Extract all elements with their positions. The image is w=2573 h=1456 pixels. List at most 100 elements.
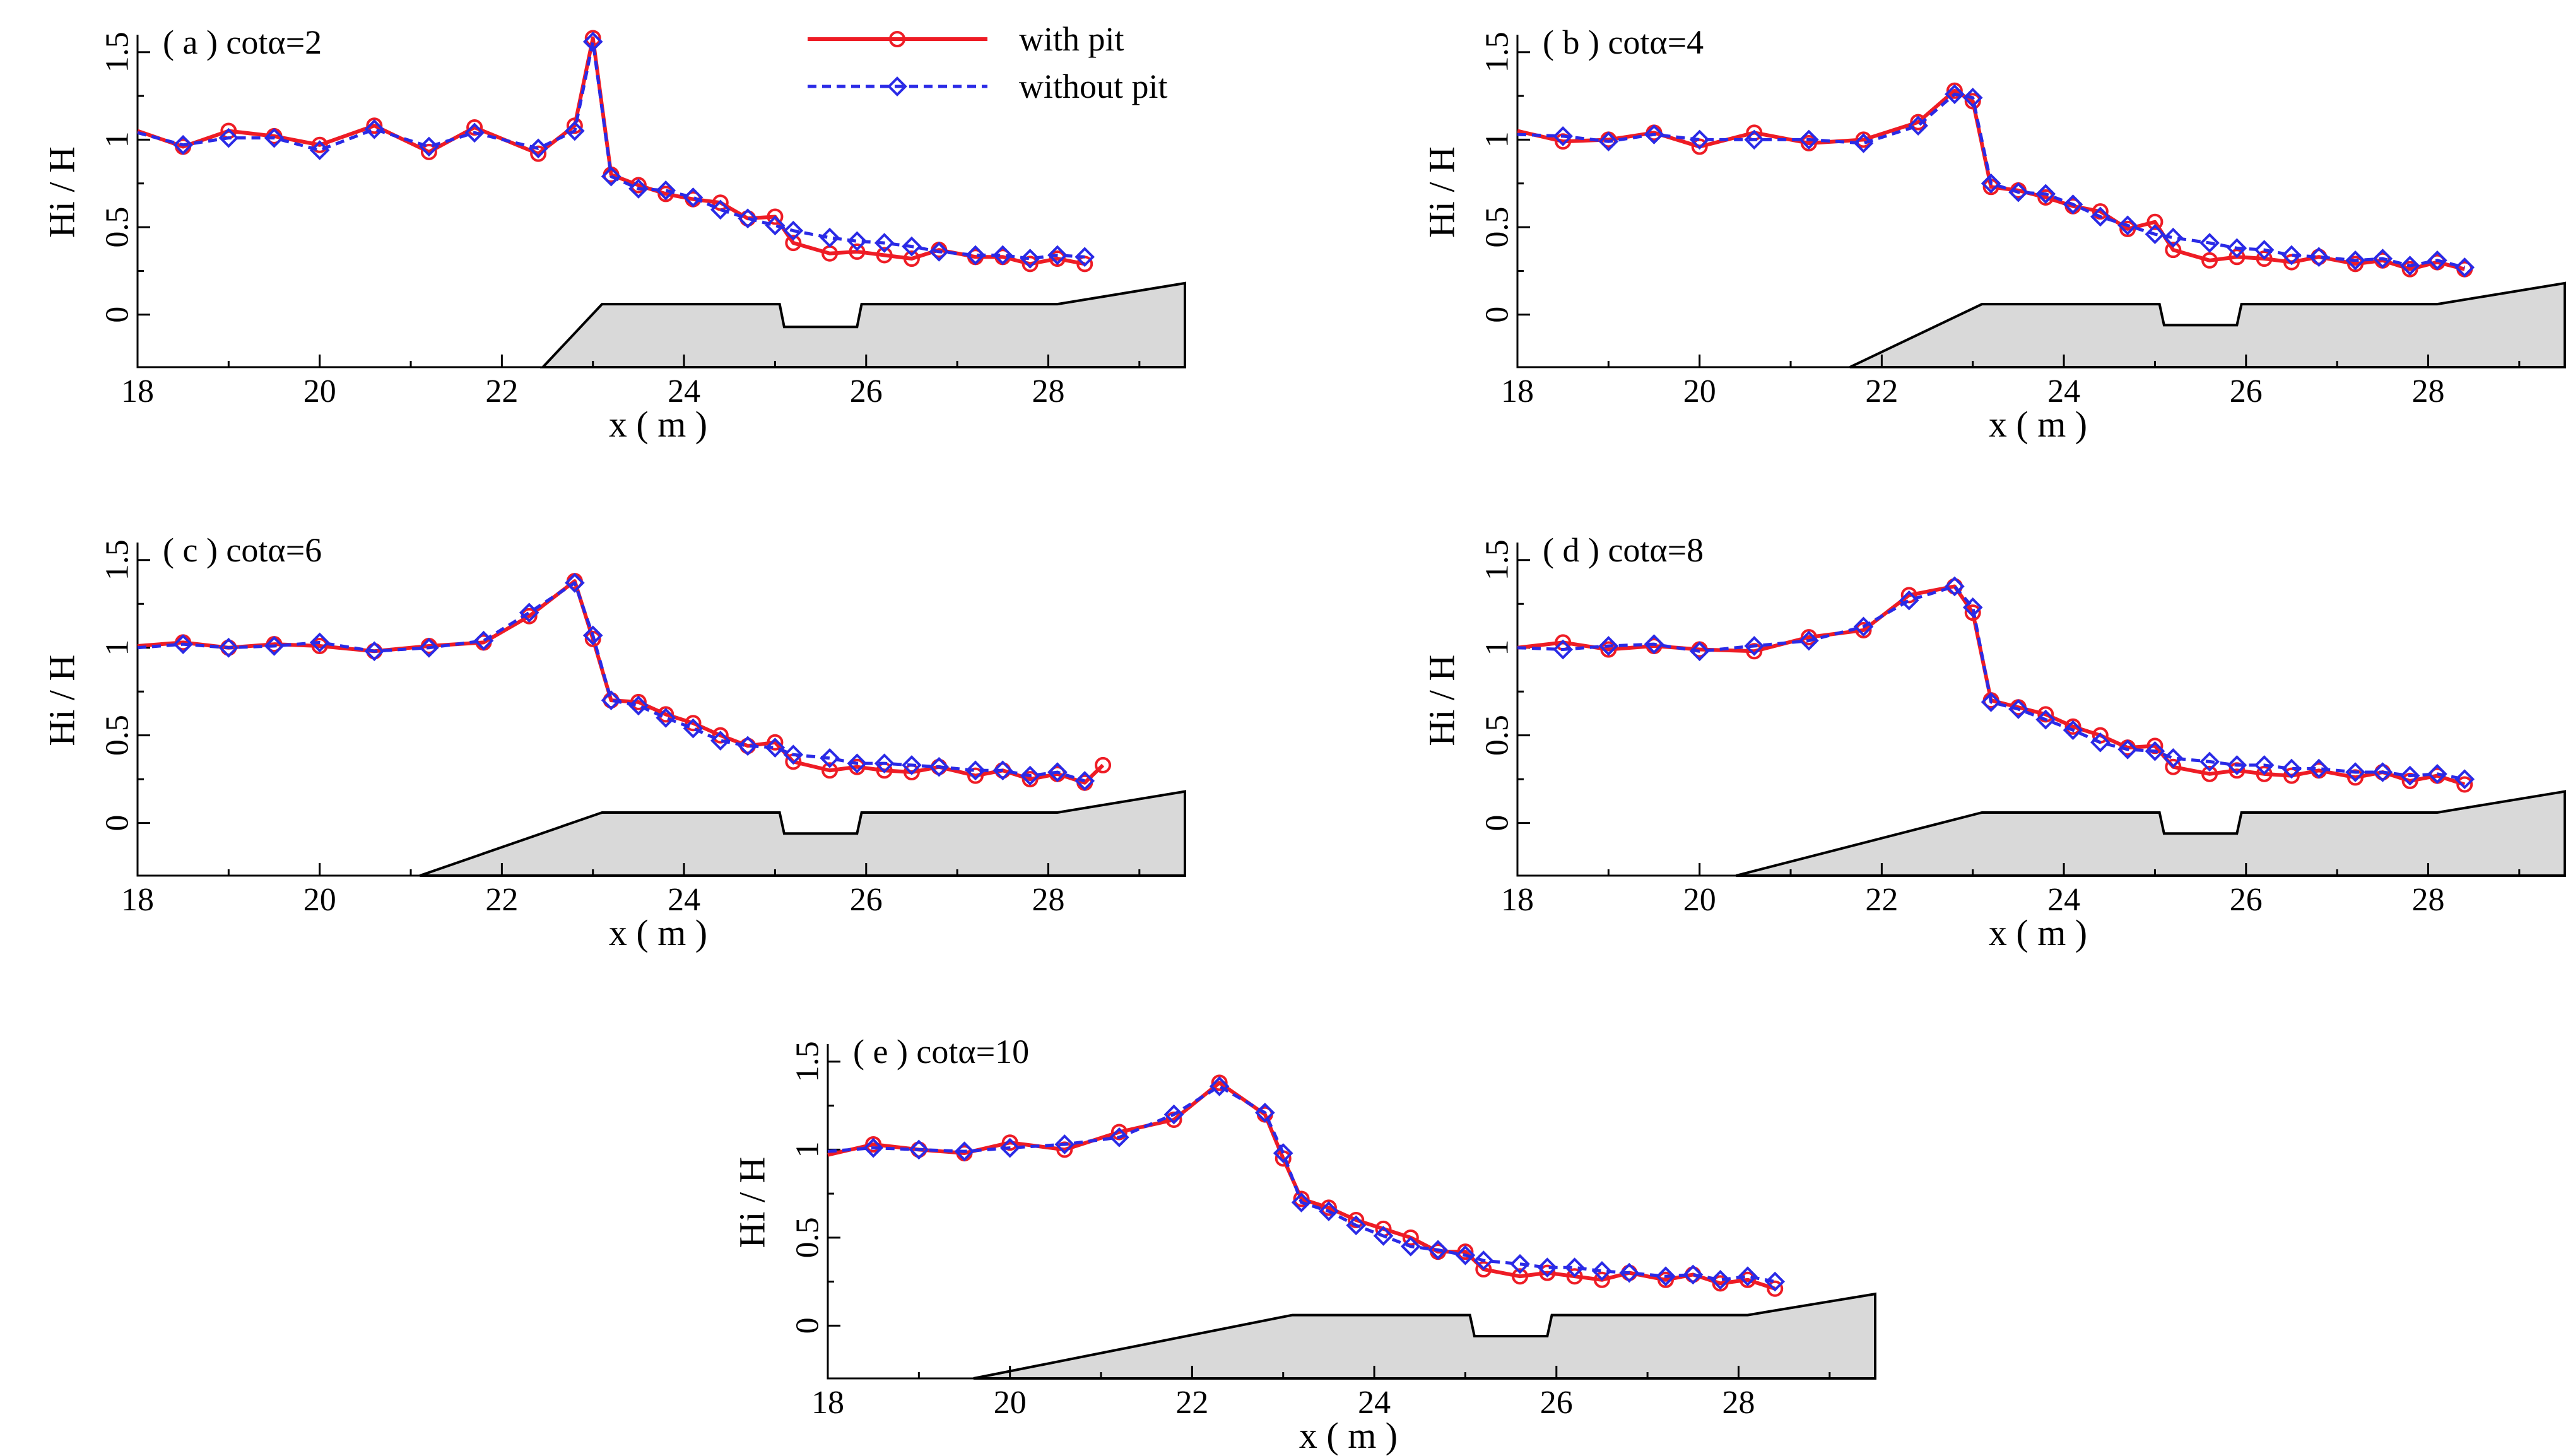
point-without-pit — [1401, 1236, 1421, 1257]
point-without-pit — [2008, 699, 2028, 719]
point-without-pit — [1799, 630, 1819, 651]
point-without-pit — [765, 215, 786, 236]
point-with-pit — [366, 117, 383, 134]
point-without-pit — [1765, 1271, 1786, 1292]
x-tick-label: 26 — [2230, 882, 2263, 918]
x-tick-label: 18 — [121, 882, 154, 918]
x-tick-label: 20 — [303, 882, 336, 918]
point-without-pit — [783, 744, 804, 765]
point-without-pit — [2345, 250, 2365, 271]
point-without-pit — [999, 1137, 1020, 1158]
point-without-pit — [364, 119, 385, 139]
x-tick-label: 22 — [485, 882, 518, 918]
legend-marker-with-pit — [889, 31, 905, 47]
point-without-pit — [1644, 124, 1664, 144]
y-tick-label: 1 — [1480, 131, 1516, 148]
legend-label-with-pit: with pit — [1019, 20, 1124, 58]
chart-panel-e: 18 20 22 24 26 28 0 0.5 1 1.5 x ( m ) Hi / H ( e ) c… — [732, 1033, 1876, 1456]
point-with-pit — [1691, 138, 1708, 155]
point-with-pit — [785, 235, 802, 252]
point-without-pit — [1255, 1102, 1275, 1123]
point-without-pit — [519, 602, 539, 623]
x-tick-label: 22 — [485, 373, 518, 409]
point-without-pit — [1428, 1240, 1448, 1260]
point-with-pit — [1095, 756, 1112, 773]
point-without-pit — [656, 180, 676, 201]
point-without-pit — [1163, 1104, 1184, 1125]
point-without-pit — [738, 736, 758, 756]
point-with-pit — [1712, 1275, 1729, 1292]
point-without-pit — [1619, 1262, 1640, 1283]
point-without-pit — [565, 120, 585, 141]
point-without-pit — [309, 632, 330, 653]
point-with-pit — [849, 758, 866, 775]
x-tick-label: 20 — [994, 1385, 1027, 1421]
point-with-pit — [1746, 643, 1763, 660]
point-without-pit — [419, 136, 439, 157]
x-tick-label: 24 — [2047, 373, 2080, 409]
x-tick-label: 26 — [850, 373, 883, 409]
x-tick-label: 22 — [1865, 882, 1898, 918]
x-tick-label: 24 — [2047, 882, 2080, 918]
bed-profile — [539, 281, 1186, 368]
point-with-pit — [630, 693, 647, 710]
point-without-pit — [628, 695, 649, 716]
point-with-pit — [1910, 114, 1927, 131]
x-tick-label: 20 — [1683, 882, 1716, 918]
point-with-pit — [2229, 762, 2246, 779]
point-without-pit — [1908, 115, 1928, 136]
point-without-pit — [1020, 765, 1040, 786]
x-tick-label: 20 — [303, 373, 336, 409]
panel-label: ( a ) cotα=2 — [163, 23, 322, 61]
point-with-pit — [466, 119, 483, 136]
y-axis-title: Hi / H — [732, 1157, 773, 1248]
bed-profile — [973, 1292, 1876, 1380]
x-tick-label: 26 — [2230, 373, 2263, 409]
y-tick-label: 1.5 — [790, 1041, 826, 1082]
point-with-pit — [1539, 1264, 1556, 1281]
x-tick-label: 26 — [850, 882, 883, 918]
chart-panel-c: 18 20 22 24 26 28 0 0.5 1 1.5 x ( m ) Hi / H ( c ) c… — [42, 531, 1186, 953]
point-without-pit — [2008, 182, 2028, 203]
point-with-pit — [2256, 250, 2273, 267]
x-axis-title: x ( m ) — [1989, 912, 2087, 953]
point-without-pit — [1689, 641, 1710, 662]
point-with-pit — [2037, 189, 2054, 206]
point-without-pit — [965, 760, 986, 781]
point-without-pit — [2163, 748, 2184, 768]
point-with-pit — [2064, 718, 2081, 735]
point-without-pit — [820, 227, 840, 248]
x-tick-label: 28 — [1032, 373, 1064, 409]
point-with-pit — [1022, 771, 1039, 788]
y-tick-label: 0.5 — [100, 207, 136, 248]
series-line-with-pit — [1517, 584, 2466, 787]
x-axis-title: x ( m ) — [1989, 404, 2087, 445]
series-line-without-pit — [827, 1084, 1775, 1284]
point-with-pit — [420, 143, 437, 160]
point-without-pit — [1853, 616, 1874, 637]
x-tick-label: 18 — [121, 373, 154, 409]
point-with-pit — [2256, 765, 2273, 782]
point-without-pit — [473, 630, 494, 651]
point-without-pit — [710, 731, 731, 751]
point-with-pit — [903, 250, 920, 267]
point-without-pit — [2399, 255, 2420, 276]
x-axis-title: x ( m ) — [1299, 1415, 1398, 1456]
y-axis-title: Hi / H — [42, 655, 83, 746]
point-with-pit — [1657, 1271, 1674, 1288]
series-line-without-pit — [137, 40, 1085, 261]
point-without-pit — [1075, 771, 1095, 791]
y-tick-label: 1.5 — [100, 539, 136, 580]
point-without-pit — [929, 756, 950, 777]
point-without-pit — [954, 1141, 975, 1161]
y-tick-label: 0 — [1480, 307, 1516, 323]
point-without-pit — [1273, 1143, 1293, 1163]
point-without-pit — [965, 245, 986, 266]
point-with-pit — [1900, 587, 1917, 604]
point-with-pit — [1110, 1124, 1128, 1141]
point-without-pit — [1962, 88, 1983, 108]
point-with-pit — [849, 243, 866, 260]
point-without-pit — [1899, 590, 1919, 611]
point-without-pit — [1981, 173, 2001, 194]
point-without-pit — [1683, 1264, 1704, 1285]
